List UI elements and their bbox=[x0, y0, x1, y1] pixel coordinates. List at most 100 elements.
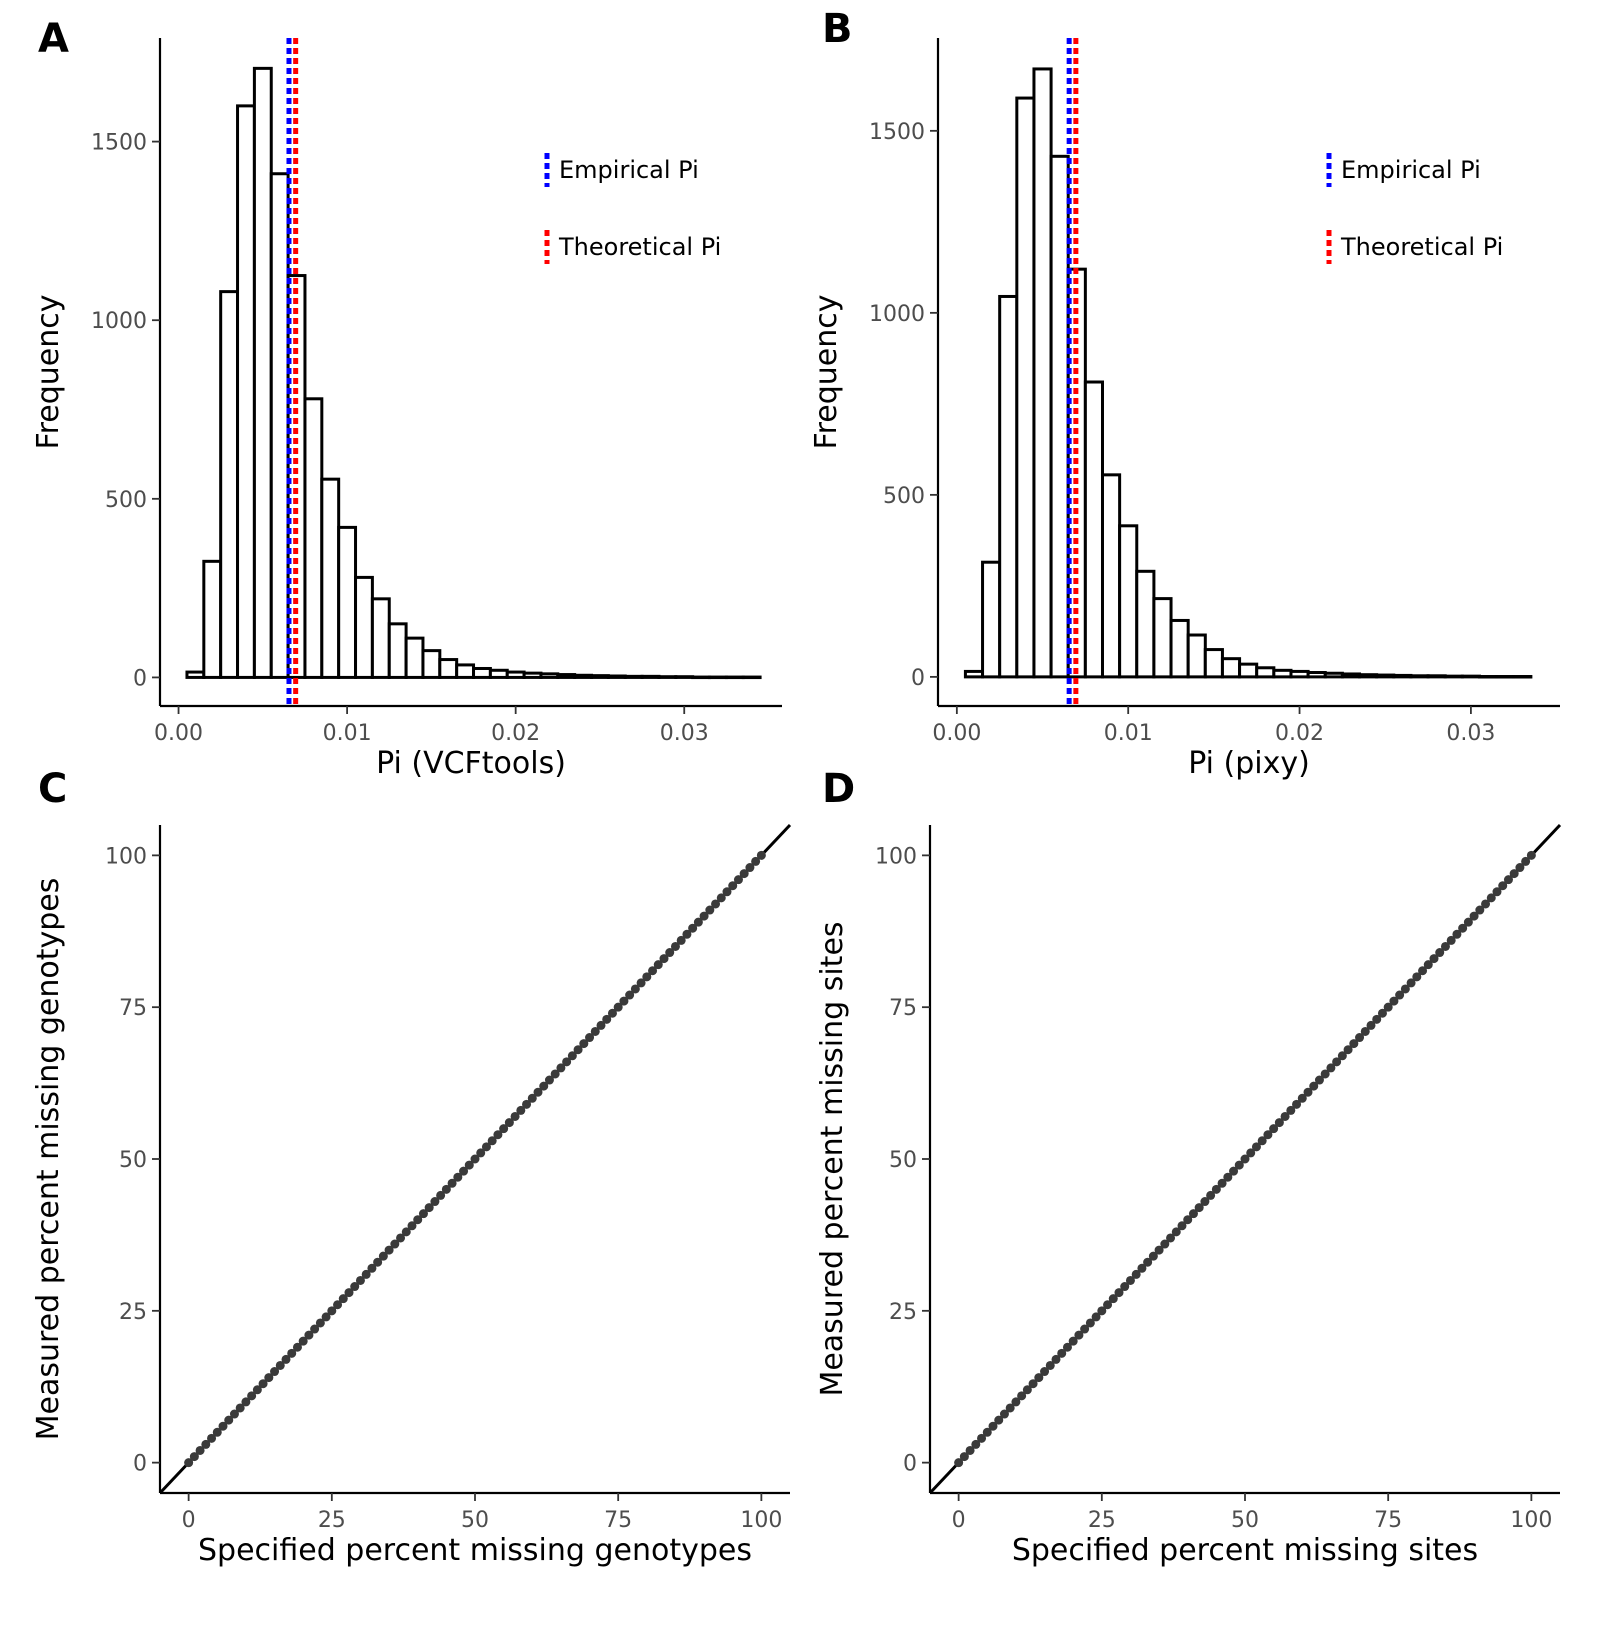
data-point bbox=[229, 1409, 239, 1419]
x-tick-label: 25 bbox=[1088, 1508, 1116, 1533]
histogram-bar bbox=[337, 525, 358, 679]
data-point bbox=[745, 863, 755, 873]
data-point bbox=[527, 1093, 537, 1103]
data-point bbox=[1160, 1239, 1170, 1249]
data-point bbox=[728, 881, 738, 891]
data-point bbox=[1171, 1227, 1181, 1237]
data-point bbox=[1074, 1330, 1084, 1340]
x-tick-label: 75 bbox=[604, 1508, 632, 1533]
histogram-bar bbox=[1100, 473, 1122, 679]
data-point bbox=[1332, 1057, 1342, 1067]
data-point bbox=[965, 1445, 975, 1455]
histogram-bar bbox=[590, 674, 610, 679]
panel-d: D 0 25 50 75 100 0 25 50 75 100 Specified percent m… bbox=[815, 766, 1562, 1568]
data-point bbox=[1400, 984, 1410, 994]
data-point bbox=[1211, 1184, 1221, 1194]
y-axis-title: Frequency bbox=[31, 295, 66, 450]
y-tick-label: 1000 bbox=[869, 302, 925, 327]
data-point bbox=[1034, 1373, 1044, 1383]
data-point bbox=[396, 1233, 406, 1243]
x-tick-label: 75 bbox=[1374, 1508, 1402, 1533]
data-point bbox=[441, 1184, 451, 1194]
data-point bbox=[1458, 923, 1468, 933]
x-tick-label: 0.00 bbox=[932, 721, 981, 746]
histogram-bar bbox=[1032, 67, 1053, 679]
histogram-bar bbox=[606, 674, 627, 679]
y-tick-label: 1000 bbox=[91, 309, 147, 334]
data-point bbox=[367, 1263, 377, 1273]
data-point bbox=[1314, 1075, 1324, 1085]
data-point bbox=[1526, 850, 1536, 860]
histogram-bar bbox=[522, 671, 543, 679]
data-point bbox=[1085, 1318, 1095, 1328]
data-point bbox=[1125, 1275, 1135, 1285]
data-point bbox=[378, 1251, 388, 1261]
data-point bbox=[390, 1239, 400, 1249]
data-point bbox=[1045, 1360, 1055, 1370]
histogram-bar bbox=[1289, 669, 1310, 679]
histogram-bar bbox=[708, 675, 728, 680]
x-tick-label: 0.01 bbox=[1104, 721, 1153, 746]
legend-label: Empirical Pi bbox=[1341, 156, 1481, 184]
y-tick-label: 500 bbox=[105, 488, 147, 513]
data-point bbox=[298, 1336, 308, 1346]
y-tick-label: 75 bbox=[889, 996, 917, 1021]
x-axis-title: Pi (VCFtools) bbox=[376, 746, 566, 781]
y-tick-label: 100 bbox=[875, 844, 917, 869]
data-point bbox=[436, 1190, 446, 1200]
data-point bbox=[264, 1373, 274, 1383]
histogram-bar bbox=[1169, 618, 1190, 679]
histogram-bar bbox=[1186, 633, 1207, 679]
histogram-bar bbox=[1135, 569, 1156, 679]
data-point bbox=[195, 1445, 205, 1455]
data-point bbox=[699, 911, 709, 921]
data-point bbox=[224, 1415, 234, 1425]
histogram-bar bbox=[185, 670, 206, 679]
x-tick-label: 0 bbox=[182, 1508, 196, 1533]
histogram-bar bbox=[674, 675, 695, 679]
histogram-bar bbox=[1375, 673, 1396, 679]
histogram-bar bbox=[1477, 675, 1499, 679]
data-point bbox=[1509, 869, 1519, 879]
data-point bbox=[1017, 1391, 1027, 1401]
histogram-bar bbox=[1443, 674, 1464, 679]
panel-letter: B bbox=[822, 6, 853, 52]
data-point bbox=[1057, 1348, 1067, 1358]
data-point bbox=[430, 1197, 440, 1207]
points bbox=[184, 850, 766, 1468]
y-tick-label: 50 bbox=[119, 1148, 147, 1173]
data-point bbox=[287, 1348, 297, 1358]
data-point bbox=[590, 1026, 600, 1036]
histogram-bar bbox=[455, 663, 476, 679]
histogram-bar bbox=[573, 673, 594, 679]
data-point bbox=[653, 960, 663, 970]
data-point bbox=[567, 1051, 577, 1061]
histogram-bar bbox=[1118, 524, 1139, 679]
histogram-bar bbox=[387, 622, 408, 679]
data-point bbox=[522, 1099, 532, 1109]
data-point bbox=[1005, 1403, 1015, 1413]
data-point bbox=[310, 1324, 320, 1334]
panel-a: A Empirical Pi Theoretical Pi 0.00 0.01 0.02 0… bbox=[31, 16, 782, 781]
data-point bbox=[459, 1166, 469, 1176]
data-point bbox=[453, 1172, 463, 1182]
data-point bbox=[1103, 1300, 1113, 1310]
histogram-bar bbox=[724, 675, 745, 680]
data-point bbox=[1337, 1051, 1347, 1061]
data-point bbox=[424, 1203, 434, 1213]
data-point bbox=[665, 948, 675, 958]
data-point bbox=[1360, 1026, 1370, 1036]
legend-label: Theoretical Pi bbox=[1340, 233, 1503, 261]
data-point bbox=[642, 972, 652, 982]
data-point bbox=[504, 1118, 514, 1128]
data-point bbox=[982, 1427, 992, 1437]
histogram-bar bbox=[640, 674, 661, 679]
data-point bbox=[1383, 1002, 1393, 1012]
data-point bbox=[510, 1111, 520, 1121]
data-point bbox=[333, 1300, 343, 1310]
data-point bbox=[241, 1397, 251, 1407]
data-point bbox=[1515, 863, 1525, 873]
data-point bbox=[1503, 875, 1513, 885]
data-point bbox=[1274, 1118, 1284, 1128]
data-point bbox=[959, 1452, 969, 1462]
